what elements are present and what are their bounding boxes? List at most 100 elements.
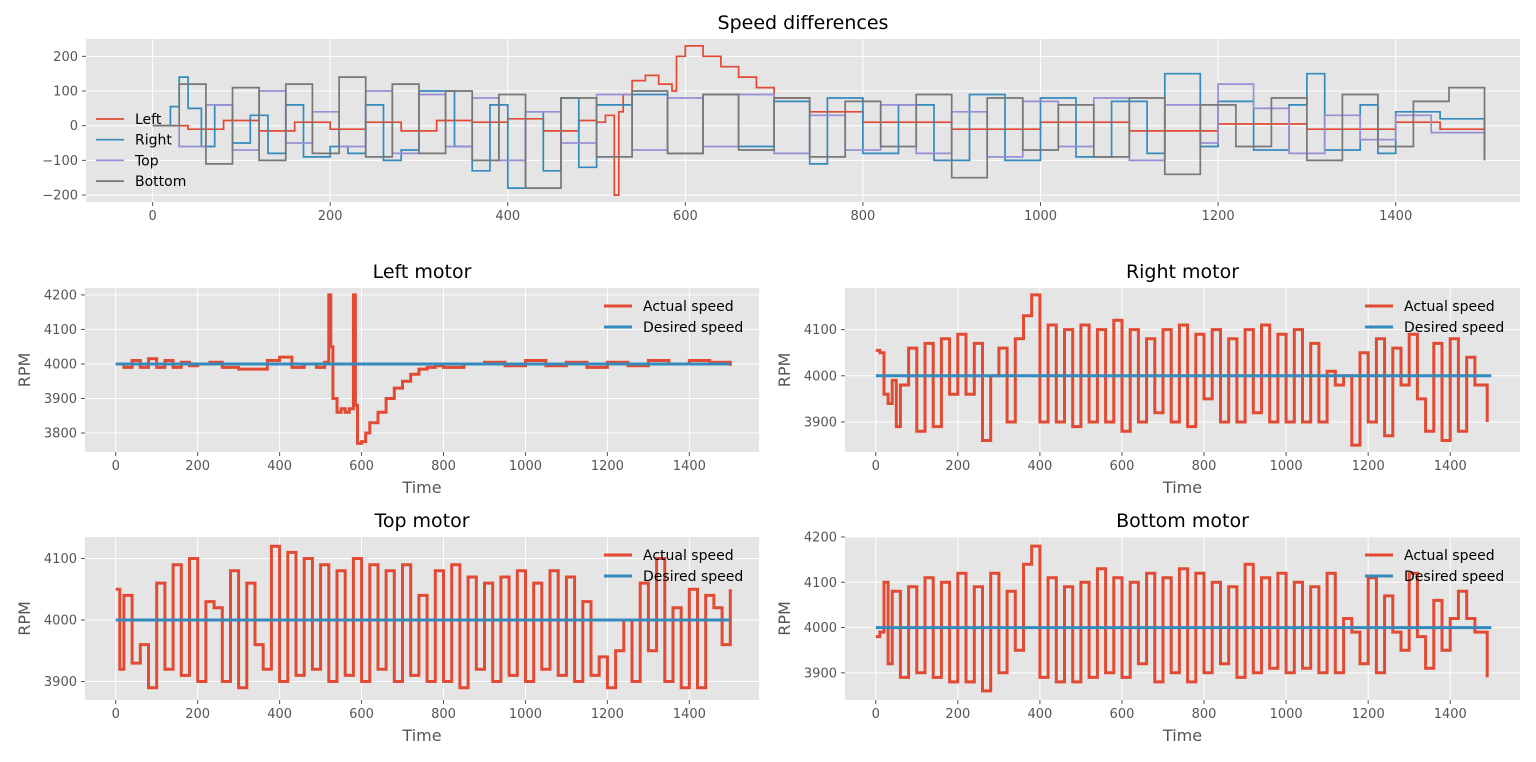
- speed-differences-series-bottom: [152, 76, 1486, 189]
- left-motor-y-tick-label: 4100: [44, 323, 77, 338]
- right-motor-x-tick-label: 1400: [1434, 459, 1467, 474]
- right-motor-x-tick-label: 1200: [1352, 459, 1385, 474]
- left-motor-chart: 0 200 400 600 800 1000 1200 1400 3800 3900 4000 410…: [15, 261, 759, 497]
- right-motor-x-tick-label: 1000: [1270, 459, 1303, 474]
- top-motor-x-tick-label: 1200: [591, 707, 624, 722]
- top-motor-y-axis-label: RPM: [15, 601, 34, 636]
- speed-differences-x-tick-label: 200: [318, 209, 343, 224]
- speed-differences-y-tick-label: 0: [70, 119, 78, 134]
- speed-differences-y-tick-label: 100: [53, 85, 78, 100]
- left-motor-x-tick-label: 1000: [509, 459, 542, 474]
- left-motor-x-tick-label: 0: [112, 459, 120, 474]
- bottom-motor-y-tick-label: 4100: [804, 576, 837, 591]
- speed-differences-legend-label-right: Right: [135, 133, 172, 149]
- right-motor-x-tick-label: 0: [872, 459, 880, 474]
- top-motor-legend-label-desired-speed: Desired speed: [643, 569, 743, 585]
- speed-differences-x-tick-label: 600: [673, 209, 698, 224]
- speed-differences-y-tick-label: −200: [42, 189, 78, 204]
- top-motor-legend-label-actual-speed: Actual speed: [643, 548, 734, 564]
- right-motor-title: Right motor: [1126, 261, 1239, 283]
- speed-differences-x-tick-label: 1400: [1379, 209, 1412, 224]
- top-motor-x-tick-label: 0: [112, 707, 120, 722]
- left-motor-x-tick-label: 1400: [673, 459, 706, 474]
- right-motor-legend-label-desired-speed: Desired speed: [1404, 320, 1504, 336]
- left-motor-y-tick-label: 4000: [44, 357, 77, 372]
- left-motor-legend-label-actual-speed: Actual speed: [643, 299, 734, 315]
- left-motor-x-tick-label: 1200: [591, 459, 624, 474]
- top-motor-y-tick-label: 4100: [44, 552, 77, 567]
- right-motor-y-tick-label: 4000: [804, 369, 837, 384]
- bottom-motor-x-tick-label: 600: [1110, 707, 1135, 722]
- bottom-motor-x-tick-label: 800: [1192, 707, 1217, 722]
- speed-differences-x-tick-label: 800: [851, 209, 876, 224]
- speed-differences-y-tick-label: 200: [53, 50, 78, 65]
- speed-differences-legend-label-top: Top: [134, 153, 159, 169]
- bottom-motor-legend-label-actual-speed: Actual speed: [1404, 548, 1495, 564]
- left-motor-legend: Actual speed Desired speed: [604, 299, 743, 336]
- speed-differences-legend: Left Right Top Bottom: [96, 112, 186, 190]
- bottom-motor-x-tick-label: 400: [1027, 707, 1052, 722]
- left-motor-y-tick-label: 4200: [44, 288, 77, 303]
- right-motor-chart: 0 200 400 600 800 1000 1200 1400 3900 4000 4100 Rig…: [775, 261, 1520, 497]
- bottom-motor-y-tick-label: 4200: [804, 531, 837, 546]
- left-motor-x-tick-label: 600: [349, 459, 374, 474]
- bottom-motor-y-axis-label: RPM: [775, 601, 794, 636]
- speed-differences-title: Speed differences: [718, 12, 889, 34]
- left-motor-x-tick-label: 200: [185, 459, 210, 474]
- right-motor-y-tick-label: 3900: [804, 415, 837, 430]
- top-motor-x-axis-label: Time: [401, 726, 441, 745]
- speed-differences-legend-label-bottom: Bottom: [135, 174, 186, 190]
- bottom-motor-y-tick-label: 4000: [804, 621, 837, 636]
- top-motor-y-tick-label: 4000: [44, 614, 77, 629]
- left-motor-y-tick-label: 3800: [44, 427, 77, 442]
- bottom-motor-x-tick-label: 1000: [1270, 707, 1303, 722]
- right-motor-x-axis-label: Time: [1162, 478, 1202, 497]
- right-motor-y-tick-label: 4100: [804, 323, 837, 338]
- left-motor-x-tick-label: 800: [431, 459, 456, 474]
- right-motor-legend-label-actual-speed: Actual speed: [1404, 299, 1495, 315]
- top-motor-chart: 0 200 400 600 800 1000 1200 1400 3900 4000 4100 Top…: [15, 510, 759, 745]
- bottom-motor-x-tick-label: 1200: [1352, 707, 1385, 722]
- speed-differences-chart: 0 200 400 600 800 1000 1200 1400 −200 −100 0 100 200…: [42, 12, 1520, 224]
- top-motor-x-tick-label: 200: [185, 707, 210, 722]
- left-motor-x-tick-label: 400: [267, 459, 292, 474]
- right-motor-x-tick-label: 200: [945, 459, 970, 474]
- left-motor-legend-label-desired-speed: Desired speed: [643, 320, 743, 336]
- top-motor-x-tick-label: 1400: [673, 707, 706, 722]
- bottom-motor-title: Bottom motor: [1116, 510, 1249, 532]
- top-motor-x-tick-label: 800: [431, 707, 456, 722]
- right-motor-y-axis-label: RPM: [775, 353, 794, 388]
- right-motor-x-tick-label: 800: [1192, 459, 1217, 474]
- speed-differences-x-tick-label: 0: [148, 209, 156, 224]
- left-motor-y-axis-label: RPM: [15, 353, 34, 388]
- speed-differences-plot-area: [86, 39, 1520, 202]
- bottom-motor-legend-label-desired-speed: Desired speed: [1404, 569, 1504, 585]
- top-motor-x-tick-label: 600: [349, 707, 374, 722]
- right-motor-x-tick-label: 400: [1027, 459, 1052, 474]
- speed-differences-y-tick-label: −100: [42, 154, 78, 169]
- speed-differences-legend-label-left: Left: [135, 112, 162, 128]
- speed-differences-x-tick-label: 1000: [1024, 209, 1057, 224]
- speed-differences-x-tick-label: 400: [495, 209, 520, 224]
- top-motor-x-tick-label: 1000: [509, 707, 542, 722]
- right-motor-x-tick-label: 600: [1110, 459, 1135, 474]
- bottom-motor-x-tick-label: 1400: [1434, 707, 1467, 722]
- bottom-motor-x-tick-label: 0: [872, 707, 880, 722]
- bottom-motor-x-tick-label: 200: [945, 707, 970, 722]
- top-motor-legend: Actual speed Desired speed: [604, 548, 743, 585]
- bottom-motor-legend: Actual speed Desired speed: [1365, 548, 1504, 585]
- right-motor-series-actual-speed: [875, 293, 1489, 447]
- top-motor-title: Top motor: [373, 510, 469, 532]
- top-motor-y-tick-label: 3900: [44, 675, 77, 690]
- bottom-motor-x-axis-label: Time: [1162, 726, 1202, 745]
- top-motor-x-tick-label: 400: [267, 707, 292, 722]
- bottom-motor-chart: 0 200 400 600 800 1000 1200 1400 3900 4000 4100 420…: [775, 510, 1520, 745]
- left-motor-y-tick-label: 3900: [44, 392, 77, 407]
- bottom-motor-y-tick-label: 3900: [804, 666, 837, 681]
- bottom-motor-series-actual-speed: [875, 544, 1489, 693]
- right-motor-legend: Actual speed Desired speed: [1365, 299, 1504, 336]
- speed-differences-x-tick-label: 1200: [1202, 209, 1235, 224]
- left-motor-x-axis-label: Time: [401, 478, 441, 497]
- left-motor-title: Left motor: [373, 261, 472, 283]
